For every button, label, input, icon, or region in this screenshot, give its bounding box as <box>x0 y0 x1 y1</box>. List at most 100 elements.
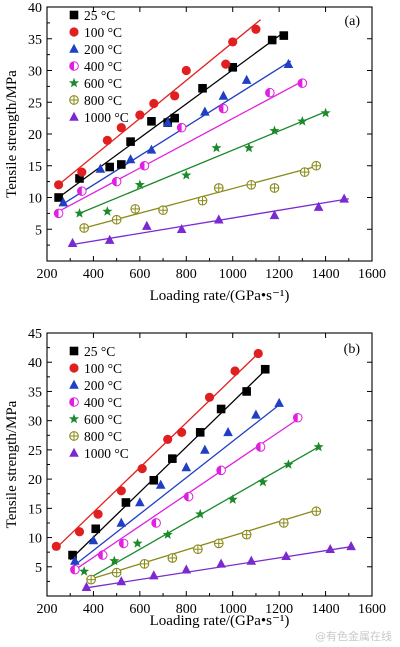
data-point <box>311 160 322 171</box>
data-point <box>176 223 187 234</box>
y-tick-label: 25 <box>28 96 42 111</box>
data-point <box>125 154 136 164</box>
data-point <box>183 491 194 502</box>
data-point <box>139 160 150 171</box>
x-tick-label: 800 <box>176 267 197 282</box>
data-point <box>67 237 78 248</box>
y-tick-label: 40 <box>28 1 42 16</box>
y-tick-label: 5 <box>35 223 42 238</box>
fit-line <box>79 111 326 214</box>
data-point <box>283 58 294 68</box>
data-point <box>77 186 87 196</box>
data-point <box>170 91 180 101</box>
data-point <box>105 162 114 172</box>
data-point <box>88 535 99 545</box>
y-tick-label: 35 <box>28 33 42 48</box>
data-point <box>70 564 80 575</box>
legend: 25 °C 100 °C 200 °C 400 °C 600 °C 800 °C 1000 … <box>68 344 129 461</box>
panel-label: (b) <box>344 342 361 357</box>
data-point <box>269 209 280 220</box>
data-point <box>253 348 263 359</box>
data-point <box>163 434 173 444</box>
y-tick-label: 40 <box>28 356 42 371</box>
data-point <box>97 550 108 560</box>
legend-label: 100 °C <box>84 361 122 376</box>
data-point <box>181 65 191 76</box>
data-point <box>246 179 257 190</box>
data-point <box>116 160 126 169</box>
fit-line <box>72 402 282 568</box>
x-tick-label: 400 <box>83 602 104 617</box>
data-point <box>267 35 277 45</box>
data-point <box>95 163 106 173</box>
legend-marker <box>69 61 79 71</box>
data-point <box>260 364 270 374</box>
data-point <box>104 234 115 244</box>
y-tick-label: 30 <box>28 65 42 80</box>
data-point <box>116 576 127 586</box>
legend-label: 25 °C <box>84 344 115 359</box>
data-point <box>81 581 92 592</box>
data-point <box>228 63 238 72</box>
y-tick-label: 25 <box>28 444 42 459</box>
data-point <box>242 387 251 396</box>
data-point <box>241 529 252 540</box>
x-tick-label: 1600 <box>358 267 386 282</box>
y-tick-label: 5 <box>35 561 42 576</box>
data-point <box>116 517 127 527</box>
data-point <box>148 570 159 580</box>
data-point <box>228 37 238 47</box>
data-point <box>313 441 324 452</box>
data-point <box>198 83 207 93</box>
data-point <box>177 427 187 437</box>
fit-line <box>69 367 268 561</box>
data-point <box>79 566 90 576</box>
data-point <box>151 518 161 528</box>
data-point <box>116 123 126 133</box>
legend-label: 800 °C <box>84 93 122 108</box>
data-point <box>176 122 187 133</box>
data-point <box>195 508 206 519</box>
legend-marker <box>69 95 79 105</box>
x-tick-label: 200 <box>37 602 58 617</box>
data-point <box>204 392 215 402</box>
x-tick-label: 600 <box>129 602 150 617</box>
data-point <box>320 107 331 118</box>
data-point <box>251 24 261 34</box>
data-point <box>58 197 69 207</box>
data-point <box>251 409 261 419</box>
data-point <box>137 463 147 474</box>
data-point <box>181 564 192 574</box>
x-tick-label: 1400 <box>312 602 340 617</box>
legend: 25 °C 100 °C 200 °C 400 °C 600 °C 800 °C 1000 … <box>68 8 129 125</box>
data-point <box>162 117 173 127</box>
data-point <box>158 205 168 216</box>
data-point <box>146 144 157 154</box>
legend-marker <box>69 10 79 20</box>
data-point <box>102 135 112 145</box>
legend-label: 1000 °C <box>84 446 129 461</box>
data-point <box>313 201 324 211</box>
x-axis-title: Loading rate/(GPa•s⁻¹) <box>150 288 290 304</box>
data-point <box>221 59 231 69</box>
fit-line <box>58 19 261 186</box>
legend-marker <box>68 413 80 424</box>
legend-marker <box>69 43 79 53</box>
data-point <box>168 454 177 463</box>
data-point <box>281 550 291 561</box>
data-point <box>126 137 135 146</box>
data-point <box>86 574 96 585</box>
data-point <box>195 428 205 437</box>
data-point <box>147 117 156 126</box>
legend-marker <box>69 111 79 121</box>
data-point <box>181 169 192 180</box>
x-axis-title: Loading rate/(GPa•s⁻¹) <box>150 613 290 629</box>
y-tick-label: 15 <box>28 502 42 517</box>
legend-marker <box>68 77 80 88</box>
x-tick-label: 1200 <box>265 602 293 617</box>
fit-line <box>55 352 259 549</box>
data-point <box>216 558 226 568</box>
x-tick-label: 1000 <box>219 267 247 282</box>
data-point <box>74 527 85 537</box>
